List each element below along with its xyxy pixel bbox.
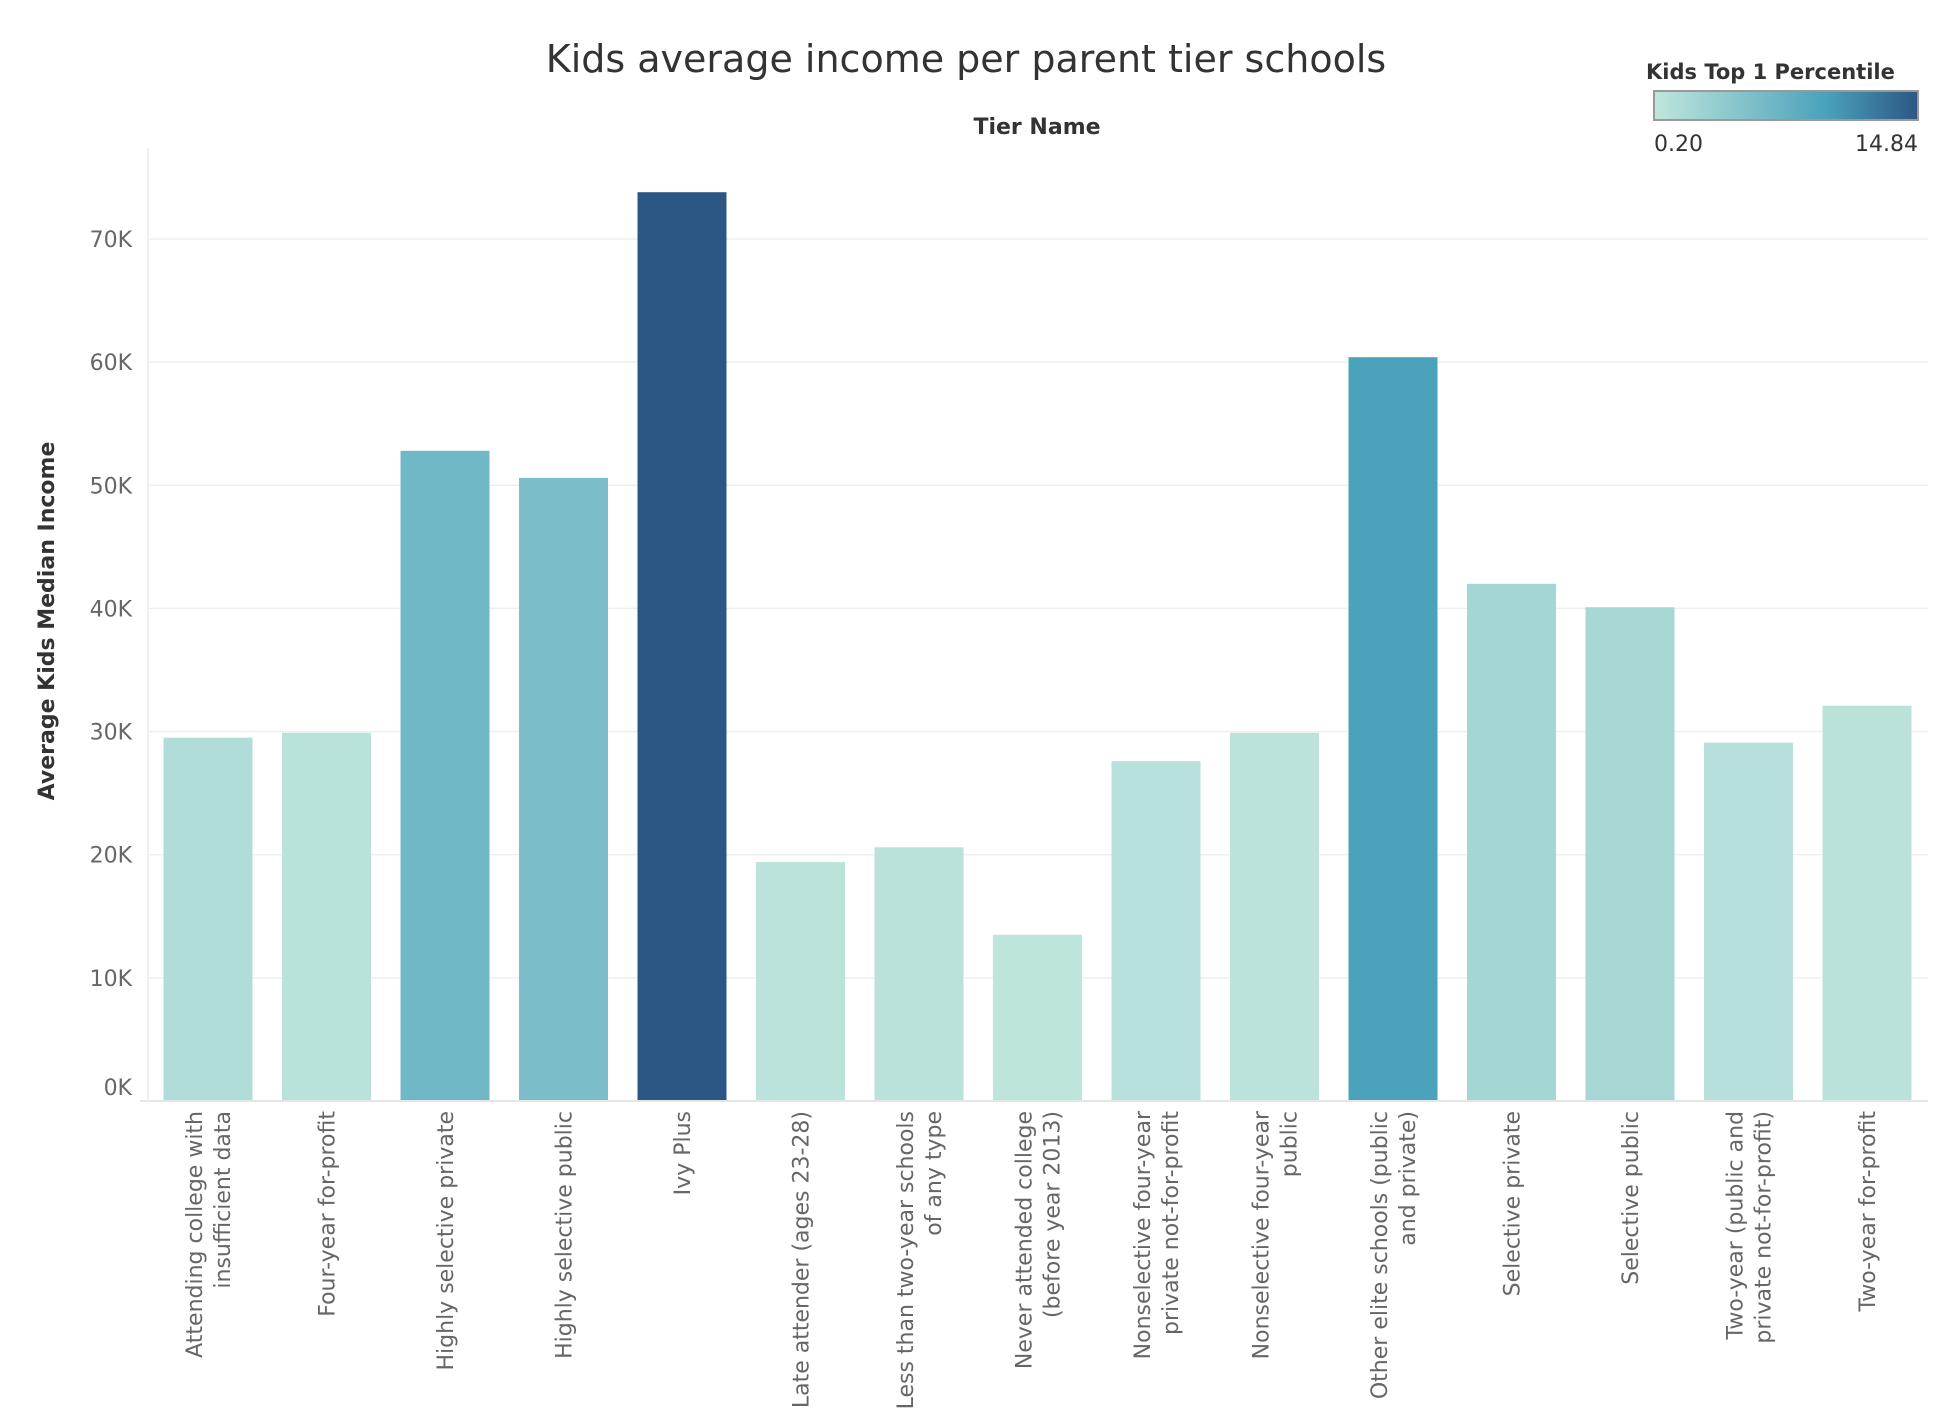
y-tick-label: 30K — [90, 721, 133, 746]
y-tick-label: 70K — [90, 228, 133, 253]
bar — [993, 934, 1082, 1101]
x-category-label: Never attended college (before year 2013) — [1013, 1111, 1066, 1369]
x-category-label-line: Selective public — [1619, 1111, 1644, 1285]
bar — [1467, 583, 1556, 1101]
x-category-label: Nonselective four-year private not-for-pr… — [1131, 1110, 1184, 1359]
color-legend: Kids Top 1 Percentile 0.20 14.84 — [1646, 60, 1919, 157]
bar — [1822, 705, 1912, 1101]
x-category-label-line: Highly selective public — [553, 1111, 578, 1359]
y-tick-label: 10K — [90, 967, 133, 992]
x-category-label: Selective public — [1619, 1111, 1644, 1285]
y-tick-label: 50K — [90, 474, 133, 499]
bars — [163, 192, 1912, 1101]
y-axis-ticks: 0K 10K 20K 30K 40K 50K 60K 70K — [90, 228, 133, 1101]
x-category-label: Nonselective four-year public — [1250, 1110, 1303, 1359]
legend-min-label: 0.20 — [1654, 132, 1703, 157]
bar — [1230, 732, 1319, 1101]
x-category-label-line: Two-year (public and — [1724, 1111, 1749, 1340]
x-category-label: Two-year (public and private not-for-prof… — [1724, 1111, 1777, 1344]
x-category-label-line: Nonselective four-year — [1250, 1110, 1275, 1359]
x-category-label-line: public — [1278, 1111, 1303, 1177]
x-category-label-line: Nonselective four-year — [1131, 1110, 1156, 1359]
x-category-label: Less than two-year schools of any type — [894, 1111, 947, 1409]
bar — [400, 450, 490, 1101]
x-category-label-line: of any type — [922, 1111, 947, 1236]
bar — [519, 477, 608, 1101]
x-category-label-line: Four-year for-profit — [316, 1111, 341, 1317]
legend-max-label: 14.84 — [1855, 132, 1918, 157]
x-category-label-line: and private) — [1396, 1111, 1421, 1246]
x-category-label-line: insufficient data — [211, 1111, 236, 1289]
x-category-label-line: Selective private — [1501, 1111, 1526, 1296]
x-category-label-line: Two-year for-profit — [1856, 1111, 1881, 1313]
y-axis-title: Average Kids Median Income — [35, 442, 60, 801]
x-category-label-line: Less than two-year schools — [894, 1111, 919, 1409]
x-category-label: Late attender (ages 23-28) — [790, 1111, 815, 1408]
chart-title: Kids average income per parent tier scho… — [546, 37, 1386, 81]
x-category-label: Attending college with insufficient data — [183, 1111, 236, 1358]
x-category-label-line: private not-for-profit — [1159, 1111, 1184, 1335]
bar — [163, 737, 253, 1101]
x-category-label-line: Never attended college — [1013, 1111, 1038, 1369]
bar — [874, 847, 964, 1101]
x-category-label: Selective private — [1501, 1111, 1526, 1296]
x-category-label-line: Attending college with — [183, 1111, 208, 1358]
x-category-label-line: Ivy Plus — [671, 1111, 696, 1195]
x-category-label: Two-year for-profit — [1856, 1111, 1881, 1313]
x-category-label-line: Highly selective private — [434, 1111, 459, 1371]
x-category-label-line: (before year 2013) — [1041, 1111, 1066, 1318]
x-category-label-line: private not-for-profit) — [1752, 1111, 1777, 1344]
y-tick-label: 40K — [90, 597, 133, 622]
x-axis-labels: Attending college with insufficient data F… — [183, 1110, 1881, 1409]
x-category-label-line: Late attender (ages 23-28) — [790, 1111, 815, 1408]
x-category-label: Highly selective private — [434, 1111, 459, 1371]
y-tick-label: 60K — [90, 351, 133, 376]
x-category-label: Other elite schools (public and private) — [1368, 1111, 1421, 1399]
legend-title: Kids Top 1 Percentile — [1646, 60, 1895, 84]
bar — [1111, 761, 1201, 1101]
x-category-label: Highly selective public — [553, 1111, 578, 1359]
y-tick-label: 0K — [104, 1076, 133, 1101]
legend-gradient-bar — [1653, 90, 1919, 121]
bar — [1585, 607, 1675, 1101]
x-category-label: Ivy Plus — [671, 1111, 696, 1195]
bar — [637, 192, 727, 1101]
bar — [1348, 357, 1438, 1101]
bar — [1704, 742, 1793, 1101]
y-tick-label: 20K — [90, 844, 133, 869]
bar — [282, 732, 371, 1101]
x-category-label: Four-year for-profit — [316, 1111, 341, 1317]
column-header: Tier Name — [973, 115, 1100, 140]
x-category-label-line: Other elite schools (public — [1368, 1111, 1393, 1399]
bar — [756, 862, 845, 1101]
